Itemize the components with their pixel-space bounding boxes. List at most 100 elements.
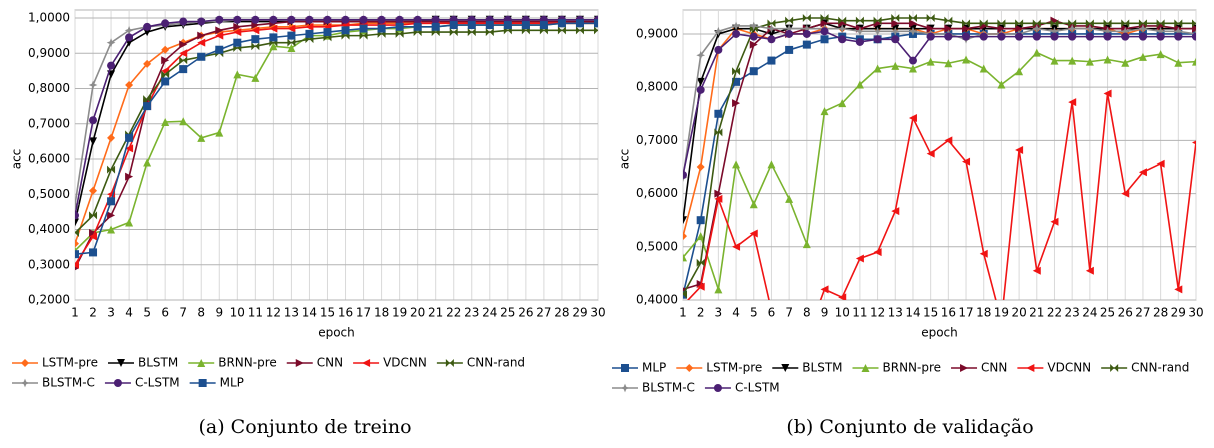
marker (1085, 19, 1094, 28)
marker (1050, 56, 1059, 65)
marker (269, 42, 278, 51)
marker (944, 136, 953, 145)
marker (926, 149, 935, 158)
marker (197, 17, 206, 26)
marker (908, 114, 917, 123)
x-tick-label: 11 (248, 306, 263, 320)
x-tick-label: 8 (197, 306, 205, 320)
marker (1174, 285, 1183, 294)
marker (873, 35, 882, 44)
marker (873, 16, 882, 25)
marker (891, 61, 900, 70)
marker (891, 35, 900, 44)
marker (820, 35, 829, 44)
marker (215, 45, 224, 54)
legend-label: CNN-rand (467, 356, 525, 370)
marker (143, 95, 152, 104)
legend-label: C-LSTM (735, 381, 780, 395)
marker (377, 24, 386, 33)
x-tick-label: 1 (71, 306, 79, 320)
x-tick-label: 27 (536, 306, 551, 320)
marker (1138, 32, 1147, 41)
marker (683, 290, 687, 299)
x-tick-label: 6 (768, 306, 776, 320)
x-tick-label: 19 (392, 306, 407, 320)
marker (107, 61, 116, 70)
marker (88, 80, 98, 90)
x-tick-label: 4 (732, 306, 740, 320)
marker (944, 32, 953, 41)
marker (873, 248, 882, 257)
y-tick-label: 0,9000 (636, 26, 678, 40)
x-tick-label: 19 (994, 306, 1009, 320)
marker (1192, 24, 1196, 33)
marker (908, 19, 917, 28)
marker (233, 22, 242, 31)
marker (287, 31, 296, 40)
legend-marker (713, 384, 722, 392)
legend-marker (113, 379, 122, 387)
marker (75, 250, 79, 259)
legend-label: BLSTM (802, 361, 842, 375)
marker (251, 73, 260, 82)
marker (767, 19, 776, 28)
x-tick-label: 16 (338, 306, 353, 320)
marker (926, 32, 935, 41)
marker (997, 24, 1006, 33)
x-tick-label: 20 (410, 306, 425, 320)
marker (891, 14, 900, 22)
x-tick-label: 17 (958, 306, 973, 320)
marker (785, 29, 794, 38)
x-tick-label: 24 (1082, 306, 1097, 320)
marker (820, 107, 829, 116)
marker (1138, 19, 1147, 28)
x-tick-label: 21 (428, 306, 443, 320)
marker (1121, 19, 1130, 28)
marker (696, 282, 705, 291)
x-tick-label: 15 (923, 306, 938, 320)
marker (161, 117, 170, 126)
marker (107, 197, 116, 206)
marker (125, 80, 134, 89)
legend-label: BLSTM-C (42, 376, 95, 390)
marker (395, 22, 404, 31)
marker (908, 26, 918, 36)
y-tick-label: 0,7000 (28, 116, 70, 130)
marker (944, 24, 953, 33)
caption: (b) Conjunto de validação (786, 416, 1033, 438)
marker (838, 16, 847, 25)
marker (820, 285, 829, 294)
marker (767, 56, 776, 65)
x-tick-label: 17 (356, 306, 371, 320)
marker (1050, 217, 1059, 226)
marker (962, 19, 971, 28)
legend-marker (620, 383, 630, 393)
x-tick-label: 25 (500, 306, 515, 320)
marker (873, 26, 882, 36)
marker (161, 45, 170, 54)
y-tick-label: 0,4000 (28, 222, 70, 236)
legend-marker (21, 359, 29, 367)
marker (197, 133, 206, 142)
marker (75, 229, 79, 238)
marker (714, 128, 723, 137)
marker (359, 15, 368, 24)
marker (125, 133, 134, 142)
marker (251, 42, 260, 51)
marker (395, 29, 404, 38)
x-tick-label: 21 (1029, 306, 1044, 320)
x-tick-label: 15 (320, 306, 335, 320)
marker (802, 29, 811, 38)
marker (979, 249, 988, 258)
marker (323, 15, 332, 24)
marker (1174, 58, 1183, 67)
marker (106, 38, 116, 48)
marker (485, 21, 494, 30)
x-tick-label: 28 (554, 306, 569, 320)
marker (287, 24, 296, 33)
marker (855, 80, 864, 89)
marker (503, 21, 512, 30)
x-tick-label: 1 (679, 306, 687, 320)
legend-label: BRNN-pre (883, 361, 942, 375)
marker (557, 19, 566, 28)
